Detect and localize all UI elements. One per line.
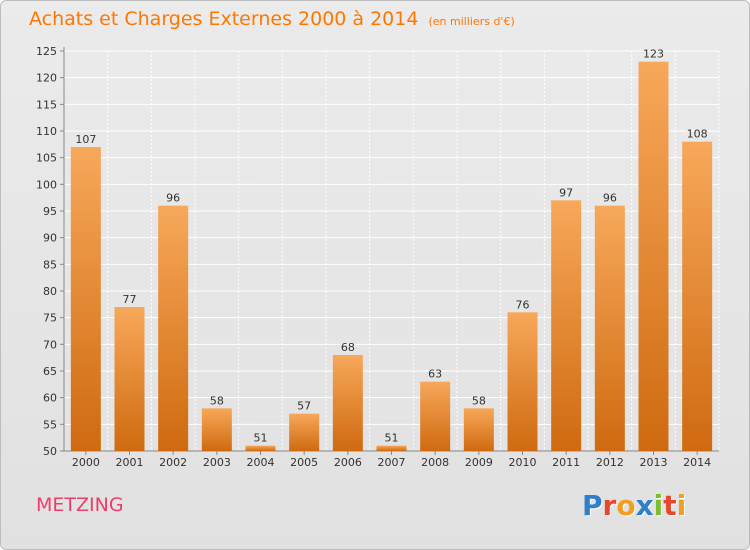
chart-header: Achats et Charges Externes 2000 à 2014 (e… — [29, 8, 515, 30]
bar — [638, 61, 669, 452]
data-label: 97 — [559, 186, 573, 199]
bar — [332, 355, 363, 451]
x-tick-label: 2007 — [378, 456, 406, 469]
location-label: METZING — [36, 494, 124, 516]
brand-letter: i — [676, 489, 687, 522]
data-label: 77 — [123, 293, 137, 306]
x-tick-label: 2010 — [509, 456, 537, 469]
data-label: 123 — [643, 48, 664, 61]
brand-letter: P — [582, 489, 603, 522]
x-tick-label: 2013 — [640, 456, 668, 469]
data-label: 96 — [603, 192, 617, 205]
brand-letter: i — [653, 489, 664, 522]
bar — [201, 408, 232, 451]
x-tick-label: 2002 — [159, 456, 187, 469]
bar — [158, 205, 189, 451]
chart-title: Achats et Charges Externes 2000 à 2014 — [29, 8, 419, 30]
y-tick-label: 70 — [43, 338, 57, 351]
x-tick-label: 2000 — [72, 456, 100, 469]
data-label: 58 — [472, 394, 486, 407]
x-tick-label: 2009 — [465, 456, 493, 469]
y-tick-label: 55 — [43, 418, 57, 431]
y-tick-label: 115 — [36, 98, 57, 111]
chart-subtitle: (en milliers d'€) — [428, 15, 515, 28]
x-tick-label: 2003 — [203, 456, 231, 469]
y-tick-label: 85 — [43, 258, 57, 271]
x-tick-label: 2011 — [552, 456, 580, 469]
brand-letter: t — [663, 489, 677, 522]
y-tick-label: 120 — [36, 72, 57, 85]
bar — [70, 147, 101, 451]
y-tick-label: 60 — [43, 392, 57, 405]
y-tick-label: 110 — [36, 125, 57, 138]
y-tick-label: 50 — [43, 445, 57, 458]
x-tick-label: 2012 — [596, 456, 624, 469]
x-tick-label: 2008 — [421, 456, 449, 469]
bar — [114, 307, 145, 451]
data-label: 96 — [166, 192, 180, 205]
y-tick-label: 75 — [43, 312, 57, 325]
data-label: 108 — [687, 128, 708, 141]
data-label: 76 — [516, 298, 530, 311]
y-tick-label: 95 — [43, 205, 57, 218]
y-tick-label: 90 — [43, 232, 57, 245]
y-tick-label: 65 — [43, 365, 57, 378]
brand-letter: r — [602, 489, 617, 522]
data-label: 63 — [428, 368, 442, 381]
x-tick-label: 2014 — [683, 456, 711, 469]
y-tick-label: 80 — [43, 285, 57, 298]
x-tick-label: 2004 — [247, 456, 275, 469]
data-label: 68 — [341, 341, 355, 354]
data-label: 51 — [254, 432, 268, 445]
y-tick-label: 125 — [36, 45, 57, 58]
brand-logo: Proxiti — [582, 489, 686, 522]
data-label: 57 — [297, 400, 311, 413]
bar — [376, 445, 407, 451]
bar — [463, 408, 494, 451]
bar — [507, 312, 538, 451]
bar — [289, 413, 320, 451]
data-label: 58 — [210, 394, 224, 407]
y-tick-label: 100 — [36, 178, 57, 191]
bar — [420, 381, 451, 451]
bar — [682, 141, 713, 451]
brand-letter: x — [635, 489, 654, 522]
bar — [551, 200, 582, 451]
x-tick-label: 2006 — [334, 456, 362, 469]
bars — [70, 61, 713, 452]
brand-letter: o — [616, 489, 636, 522]
labels: 107 77 96 58 51 57 68 51 63 58 76 97 96 123 108 — [75, 48, 707, 445]
data-label: 107 — [75, 133, 96, 146]
y-tick-label: 105 — [36, 152, 57, 165]
data-label: 51 — [385, 432, 399, 445]
x-tick-label: 2005 — [290, 456, 318, 469]
bar — [245, 445, 276, 451]
bar — [594, 205, 625, 451]
x-tick-label: 2001 — [116, 456, 144, 469]
